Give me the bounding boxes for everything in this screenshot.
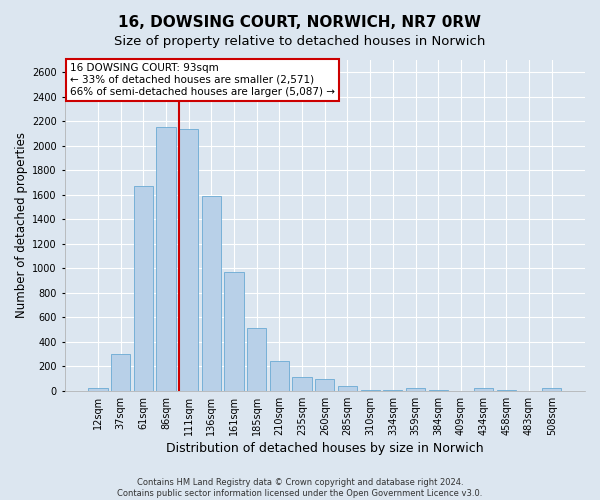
Bar: [88, 388, 107, 391]
Bar: [315, 379, 334, 391]
Bar: [134, 186, 153, 391]
Bar: [542, 388, 562, 391]
Bar: [474, 388, 493, 391]
Bar: [202, 196, 221, 391]
Bar: [383, 390, 403, 391]
Text: 16, DOWSING COURT, NORWICH, NR7 0RW: 16, DOWSING COURT, NORWICH, NR7 0RW: [119, 15, 482, 30]
Bar: [292, 376, 312, 391]
Bar: [111, 354, 130, 391]
Bar: [428, 390, 448, 391]
Bar: [270, 361, 289, 391]
Bar: [497, 390, 516, 391]
Bar: [406, 388, 425, 391]
Bar: [224, 272, 244, 391]
X-axis label: Distribution of detached houses by size in Norwich: Distribution of detached houses by size …: [166, 442, 484, 455]
Bar: [338, 386, 357, 391]
Text: Contains HM Land Registry data © Crown copyright and database right 2024.
Contai: Contains HM Land Registry data © Crown c…: [118, 478, 482, 498]
Bar: [247, 328, 266, 391]
Bar: [179, 128, 198, 391]
Bar: [156, 128, 176, 391]
Text: Size of property relative to detached houses in Norwich: Size of property relative to detached ho…: [115, 35, 485, 48]
Bar: [361, 390, 380, 391]
Text: 16 DOWSING COURT: 93sqm
← 33% of detached houses are smaller (2,571)
66% of semi: 16 DOWSING COURT: 93sqm ← 33% of detache…: [70, 64, 335, 96]
Y-axis label: Number of detached properties: Number of detached properties: [15, 132, 28, 318]
